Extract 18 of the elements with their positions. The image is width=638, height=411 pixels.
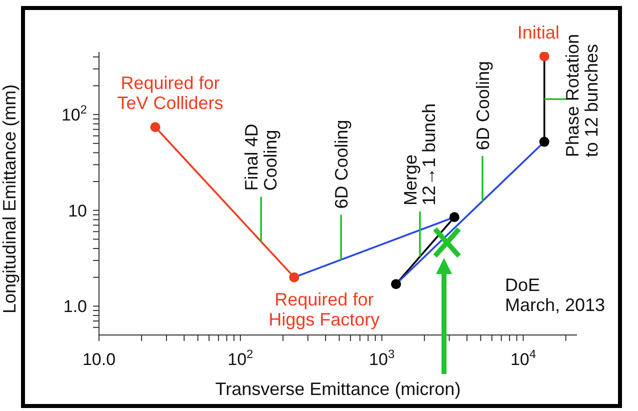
annotation: Final 4D Cooling xyxy=(241,124,280,191)
annotation: Required for TeV Colliders xyxy=(117,73,224,114)
annotation: 6D Cooling xyxy=(331,120,352,209)
x-tick-label: 10$^{2}$ xyxy=(228,347,254,369)
annotation: DoE March, 2013 xyxy=(505,275,606,315)
y-tick-label: 10 xyxy=(68,201,87,220)
y-tick-label: 1.0 xyxy=(63,297,87,316)
annotation: Merge 12→1 bunch xyxy=(400,103,440,206)
y-tick-label: 10$^{2}$ xyxy=(61,102,88,125)
x-tick-label: 10$^{3}$ xyxy=(369,347,395,369)
x-tick-label: 10$^{4}$ xyxy=(510,347,536,369)
annotation: Required for Higgs Factory xyxy=(268,289,380,330)
y-axis-title: Longitudinal Emittance (mm) xyxy=(0,84,20,314)
x-axis-title: Transverse Emittance (micron) xyxy=(215,379,461,399)
x-tick-label: 10.0 xyxy=(82,350,116,369)
annotation: Phase Rotation to 12 bunches xyxy=(562,34,602,158)
annotation: Initial xyxy=(517,22,560,42)
annotation: 6D Cooling xyxy=(472,61,493,150)
